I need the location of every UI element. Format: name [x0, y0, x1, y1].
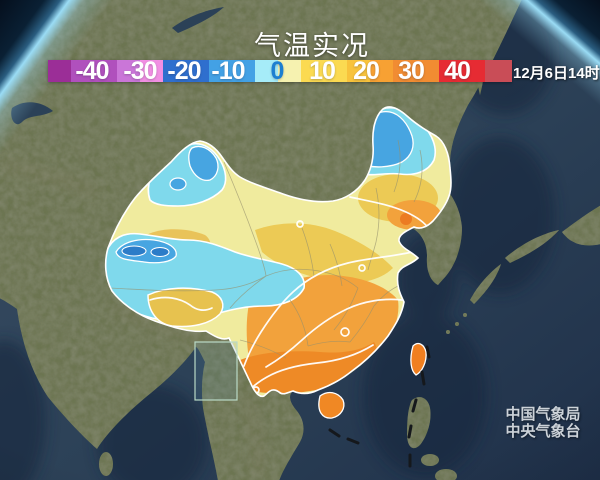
philippines-visayas	[421, 454, 439, 466]
japan-honshu-west	[505, 230, 559, 263]
hainan-island	[318, 391, 345, 419]
colorbar-segment	[278, 60, 301, 82]
colorbar	[48, 60, 512, 82]
philippines-south	[435, 469, 457, 480]
taiwan-island	[410, 342, 427, 376]
colorbar-segment	[370, 60, 393, 82]
colorbar-segment	[117, 60, 140, 82]
ryukyu-1	[446, 330, 450, 334]
colorbar-segment	[393, 60, 439, 82]
colorbar-segment	[48, 60, 71, 82]
colorbar-segment	[209, 60, 255, 82]
inset-box	[194, 341, 238, 401]
china-border	[104, 106, 452, 398]
watermark: 中国气象局 中央气象台	[500, 406, 586, 440]
nine-dash-line	[328, 345, 431, 468]
colorbar-segment	[163, 60, 209, 82]
japan-kyushu	[470, 264, 501, 304]
colorbar-segment	[301, 60, 347, 82]
colorbar-segment	[347, 60, 370, 82]
watermark-line2: 中央气象台	[505, 423, 581, 440]
colorbar-segment	[71, 60, 117, 82]
colorbar-segment	[485, 60, 512, 82]
japan-honshu-east	[562, 205, 600, 246]
colorbar-segment	[140, 60, 163, 82]
sri-lanka	[99, 452, 113, 476]
ryukyu-3	[463, 313, 467, 317]
watermark-line1: 中国气象局	[505, 406, 581, 423]
page-title: 气温实况	[254, 31, 370, 61]
timestamp: 12月6日14时	[513, 65, 600, 82]
colorbar-segment	[439, 60, 485, 82]
colorbar-segment	[255, 60, 278, 82]
ryukyu-2	[455, 322, 459, 326]
